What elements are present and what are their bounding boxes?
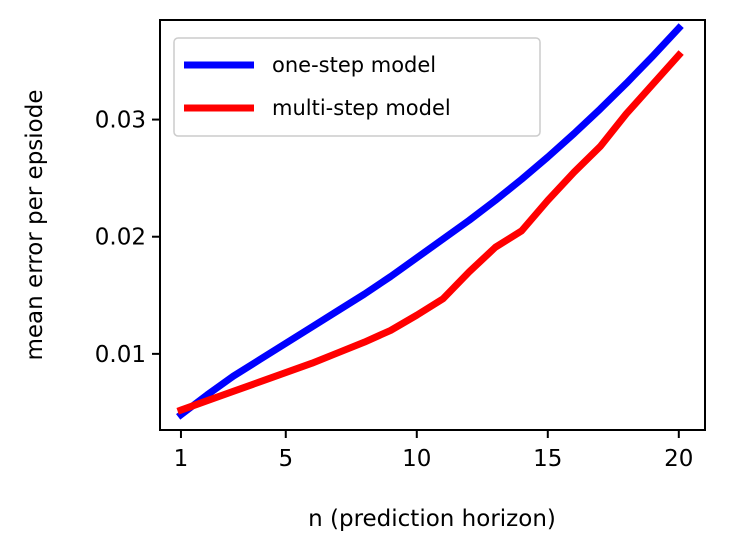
legend-label-one-step-model: one-step model <box>272 53 436 77</box>
series-line-one-step-model <box>176 23 684 420</box>
x-tick-label: 20 <box>664 446 693 472</box>
y-tick-label: 0.01 <box>95 342 146 368</box>
x-tick-label: 5 <box>278 446 293 472</box>
x-tick-label: 10 <box>402 446 431 472</box>
y-axis-label: mean error per epsiode <box>22 90 48 361</box>
ticks-layer: 1 5 10 15 200.010.020.03 <box>95 108 694 472</box>
series-layer <box>176 23 684 420</box>
series-line-multi-step-model <box>176 50 684 415</box>
plot-frame <box>159 19 706 431</box>
x-tick-label: 15 <box>533 446 562 472</box>
x-tick-label: 1 <box>174 446 189 472</box>
legend: one-step model multi-step model <box>173 37 541 137</box>
y-tick-label: 0.03 <box>95 108 146 134</box>
x-axis-label: n (prediction horizon) <box>308 506 556 532</box>
legend-label-multi-step-model: multi-step model <box>272 96 451 120</box>
y-tick-label: 0.02 <box>95 225 146 251</box>
legend-box <box>173 37 541 137</box>
